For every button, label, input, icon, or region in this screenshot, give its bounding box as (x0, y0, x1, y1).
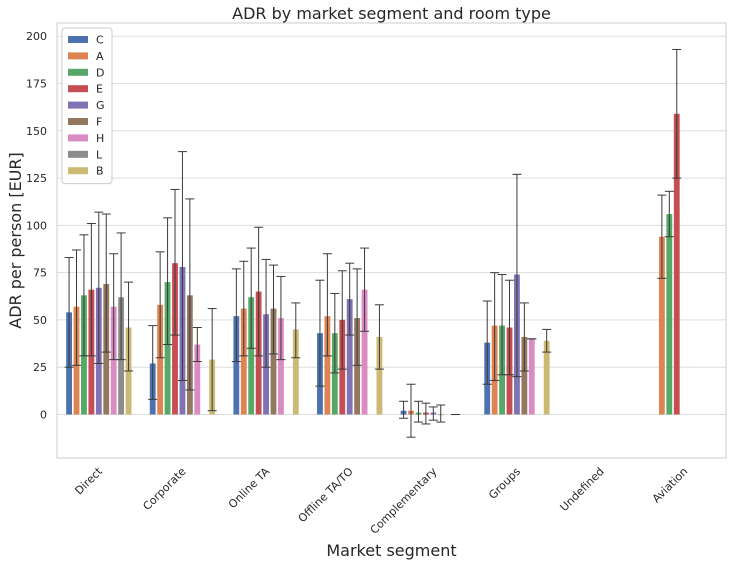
y-tick-label: 50 (33, 314, 47, 327)
bar-B-offline-ta-to (376, 336, 383, 415)
bar-B-groups (543, 340, 550, 415)
legend-swatch-A (68, 52, 88, 60)
x-tick-label: Corporate (140, 465, 188, 513)
plot-frame (56, 22, 727, 459)
legend-swatch-B (68, 167, 88, 175)
y-tick-label: 125 (26, 172, 47, 185)
bar-E-aviation (673, 113, 680, 415)
legend-swatch-D (68, 68, 88, 76)
y-tick-label: 0 (40, 409, 47, 422)
bars (66, 113, 680, 416)
y-tick-label: 150 (26, 125, 47, 138)
bar-A-corporate (157, 304, 164, 415)
x-tick-label: Direct (72, 464, 105, 497)
bar-H-offline-ta-to (361, 289, 368, 415)
legend-swatch-G (68, 101, 88, 109)
y-tick-label: 200 (26, 30, 47, 43)
y-tick-label: 175 (26, 78, 47, 91)
bar-F-online-ta (270, 308, 277, 415)
legend-label-L: L (96, 148, 103, 161)
bar-H-groups (528, 338, 535, 415)
bar-A-offline-ta-to (324, 316, 331, 415)
bar-D-online-ta (248, 297, 255, 415)
x-axis-title: Market segment (326, 541, 456, 560)
legend-label-F: F (96, 116, 102, 129)
bar-B-online-ta (292, 329, 299, 415)
x-tick-label: Groups (486, 465, 523, 502)
bar-A-aviation (658, 236, 665, 415)
legend-label-G: G (96, 99, 105, 112)
legend-swatch-L (68, 150, 88, 158)
bar-H-corporate (194, 344, 201, 415)
x-tick-label: Aviation (650, 465, 691, 506)
y-axis-title: ADR per person [EUR] (6, 152, 25, 328)
legend-label-B: B (96, 165, 104, 178)
y-tick-label: 100 (26, 219, 47, 232)
y-tick-label: 75 (33, 267, 47, 280)
error-bars (64, 48, 682, 438)
bar-H-direct (110, 306, 117, 415)
legend-label-H: H (96, 132, 104, 145)
legend-swatch-H (68, 134, 88, 142)
bar-D-offline-ta-to (331, 333, 338, 415)
bar-C-online-ta (233, 316, 240, 415)
legend-swatch-C (68, 36, 88, 43)
legend-label-A: A (96, 50, 104, 63)
bar-D-corporate (164, 282, 171, 415)
x-tick-label: Offline TA/TO (296, 465, 356, 525)
x-tick-label: Undefined (558, 465, 607, 514)
chart-title: ADR by market segment and room type (232, 4, 551, 23)
legend-swatch-F (68, 118, 88, 125)
y-tick-label: 25 (33, 361, 47, 374)
x-tick-label: Online TA (226, 465, 273, 512)
bar-E-corporate (172, 263, 178, 415)
x-tick-labels: Direct Corporate Online TA Offline TA/TO Com… (72, 464, 690, 536)
bar-G-offline-ta-to (346, 299, 353, 415)
y-tick-labels: 0 25 50 75 100 125 150 175 200 (26, 30, 47, 421)
x-tick-label: Complementary (368, 465, 440, 537)
bar-A-online-ta (240, 308, 247, 415)
legend-label-E: E (96, 83, 103, 96)
bar-F-groups (521, 336, 528, 415)
bar-F-offline-ta-to (354, 318, 361, 415)
bar-D-aviation (666, 214, 673, 415)
bar-H-online-ta (278, 318, 284, 415)
legend-label-D: D (96, 66, 104, 79)
legend-swatch-E (68, 85, 88, 93)
legend-label-C: C (96, 34, 104, 47)
